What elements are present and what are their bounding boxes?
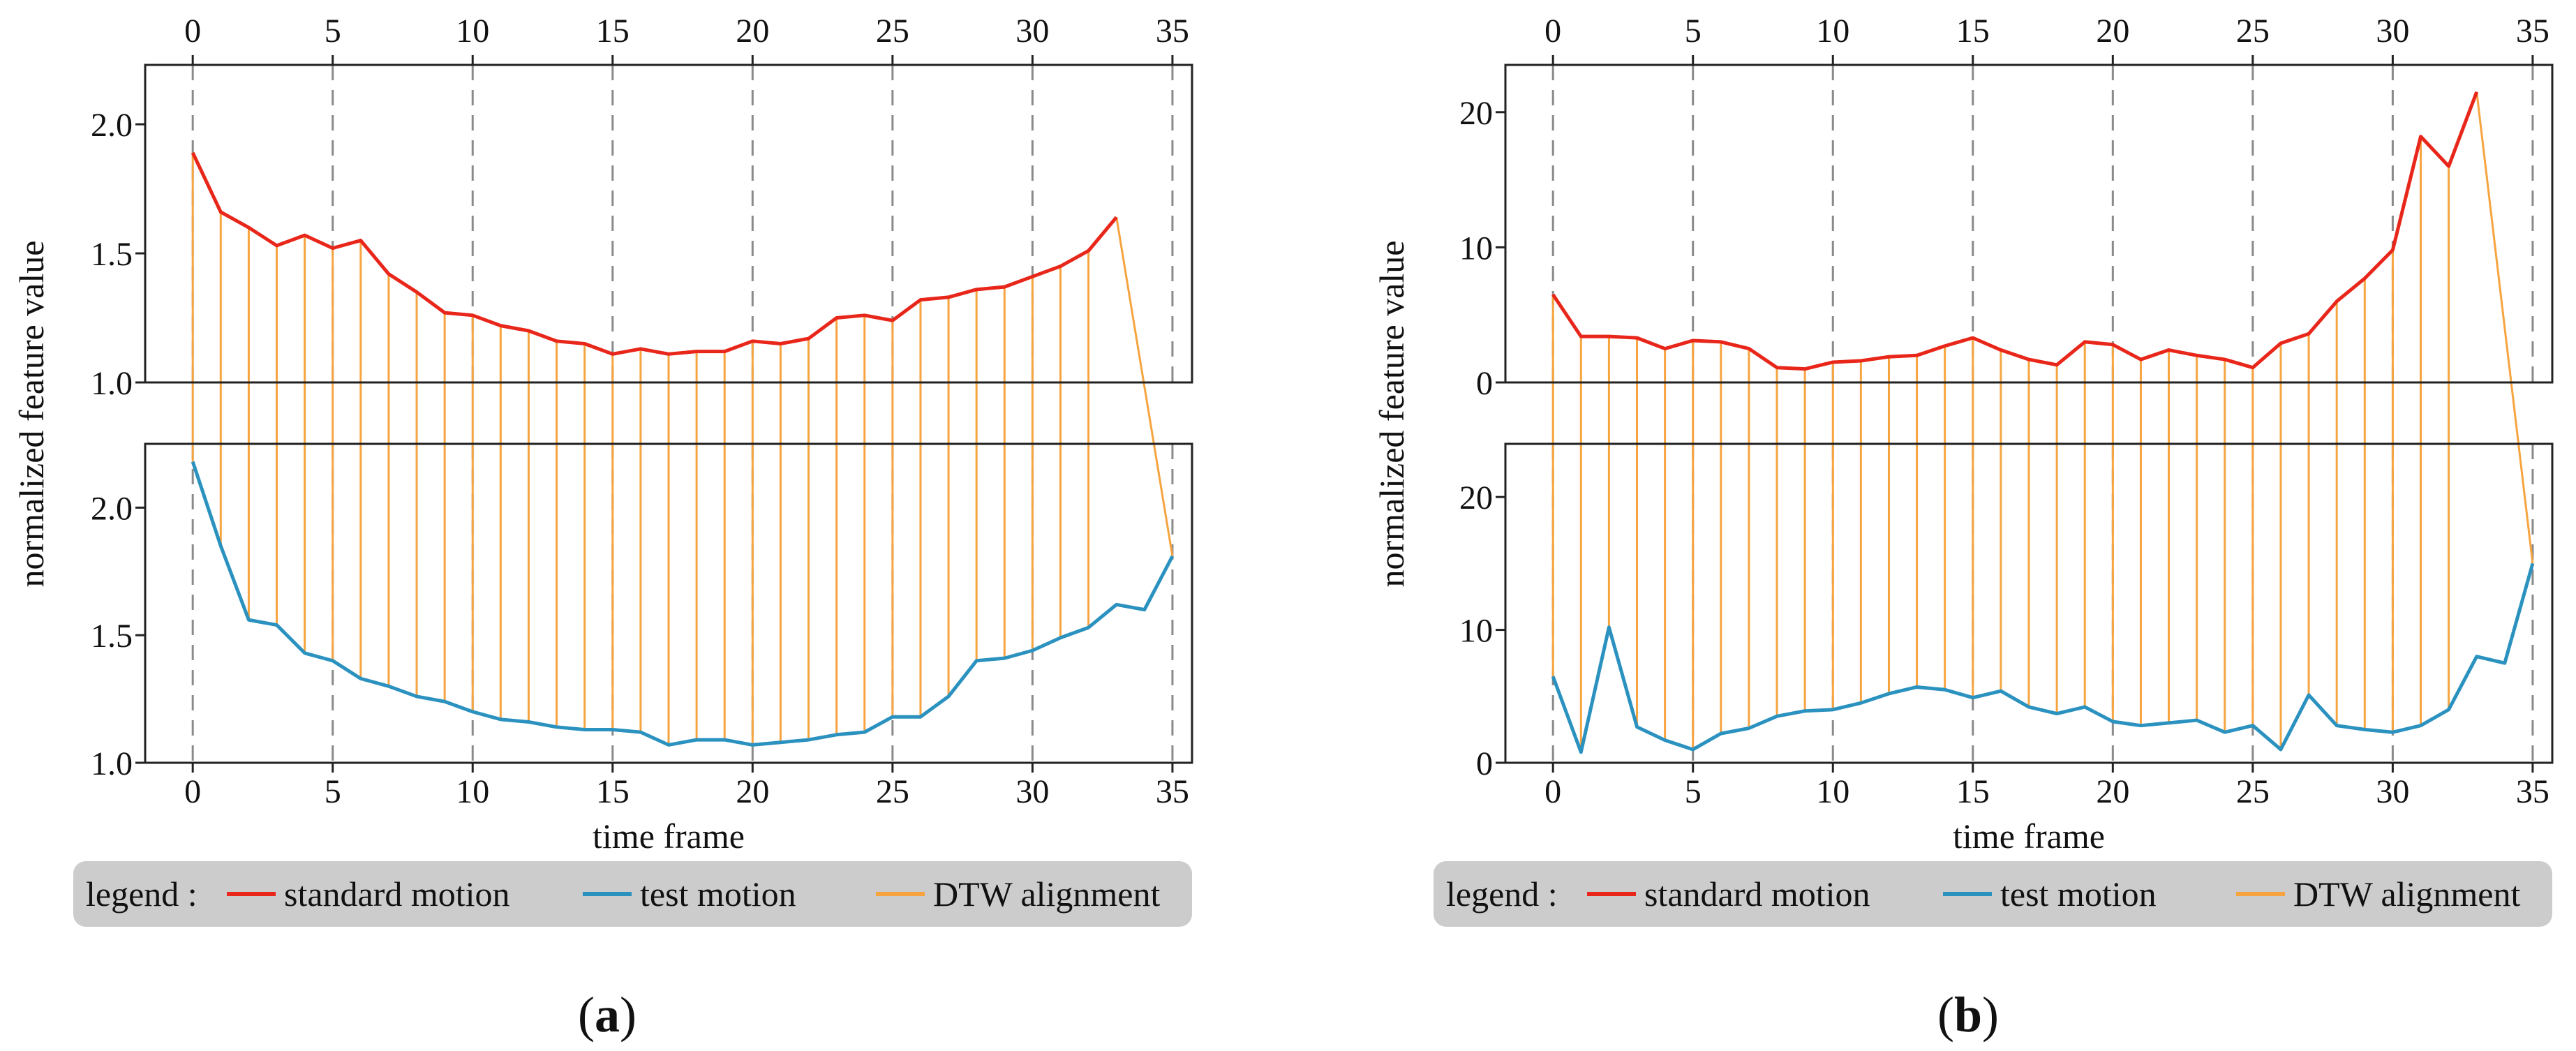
bottom-x-tick-label: 5 <box>1685 773 1702 810</box>
bottom-y-tick-label: 2.0 <box>91 490 133 527</box>
bottom-axes-frame <box>1504 442 2554 764</box>
bottom-x-tick-label: 0 <box>1544 773 1561 810</box>
panel-caption: (a) <box>578 987 636 1043</box>
top-x-tick-label: 20 <box>736 13 769 50</box>
bottom-x-tick-label: 35 <box>1156 773 1189 810</box>
top-x-tick-label: 30 <box>1015 13 1049 50</box>
top-x-tick-label: 0 <box>184 13 201 50</box>
top-x-tick-label: 10 <box>1816 13 1849 50</box>
legend-label-standard-motion: standard motion <box>1644 874 1870 914</box>
top-y-tick-label: 0 <box>1476 365 1493 402</box>
bottom-x-tick-label: 15 <box>1956 773 1990 810</box>
bottom-x-tick-label: 0 <box>184 773 201 810</box>
top-axes-frame <box>144 64 1193 384</box>
top-x-tick-label: 0 <box>1544 13 1561 50</box>
caption-paren-open: ( <box>1937 987 1954 1043</box>
top-y-tick-label: 20 <box>1459 95 1493 132</box>
bottom-x-tick-label: 25 <box>876 773 909 810</box>
bottom-x-tick-label: 30 <box>2376 773 2409 810</box>
dtw-alignment-line <box>1115 217 1174 557</box>
test-motion-line <box>191 461 1175 747</box>
top-x-tick-label: 5 <box>1685 13 1702 50</box>
bottom-y-tick-label: 1.5 <box>91 618 133 655</box>
top-axes-frame <box>1504 64 2554 384</box>
top-x-tick-label: 10 <box>456 13 489 50</box>
bottom-x-tick-label: 5 <box>325 773 341 810</box>
caption-paren-close: ) <box>1982 987 1999 1043</box>
bottom-x-tick-label: 35 <box>2516 773 2549 810</box>
bottom-x-tick-label: 10 <box>1816 773 1849 810</box>
caption-letter: a <box>595 987 620 1043</box>
x-axis-label: time frame <box>1953 817 2105 856</box>
legend-label-dtw-alignment: DTW alignment <box>933 874 1160 914</box>
legend: legend : standard motion test motion DTW al… <box>1434 861 2552 927</box>
chart-panel-a: 0 5 10 15 20 25 30 35 0 5 10 15 20 25 30 35 1.0 1.5 2.0 1.0… <box>12 13 1193 1043</box>
legend-label-dtw-alignment: DTW alignment <box>2293 874 2520 914</box>
standard-motion-line <box>1551 91 2479 371</box>
bottom-x-tick-label: 20 <box>2096 773 2129 810</box>
top-x-tick-label: 35 <box>2516 13 2549 50</box>
bottom-y-tick-label: 10 <box>1459 613 1493 650</box>
top-x-tick-label: 25 <box>2236 13 2270 50</box>
legend-label-test-motion: test motion <box>2000 874 2157 914</box>
top-x-tick-label: 15 <box>1956 13 1990 50</box>
legend-label-test-motion: test motion <box>640 874 796 914</box>
bottom-axes-frame <box>144 442 1193 764</box>
caption-letter: b <box>1954 987 1982 1043</box>
legend-prefix: legend : <box>86 874 198 914</box>
caption-paren-close: ) <box>620 987 636 1043</box>
test-motion-line <box>1551 562 2535 754</box>
top-x-tick-label: 5 <box>325 13 341 50</box>
bottom-y-tick-label: 1.0 <box>91 745 133 782</box>
bottom-x-tick-label: 30 <box>1015 773 1049 810</box>
dtw-alignment-line <box>2476 91 2534 564</box>
top-x-tick-label: 25 <box>876 13 909 50</box>
top-y-tick-label: 10 <box>1459 230 1493 267</box>
top-x-tick-label: 35 <box>1156 13 1189 50</box>
legend-box <box>1434 861 2552 927</box>
caption-paren-open: ( <box>578 987 595 1043</box>
y-axis-label: normalized feature value <box>12 241 51 588</box>
legend: legend : standard motion test motion DTW al… <box>73 861 1192 927</box>
x-axis-label: time frame <box>593 817 745 856</box>
top-y-tick-label: 2.0 <box>91 107 133 144</box>
top-x-tick-label: 30 <box>2376 13 2409 50</box>
panel-caption: (b) <box>1937 987 1999 1043</box>
bottom-x-tick-label: 20 <box>736 773 769 810</box>
bottom-y-tick-label: 20 <box>1459 479 1493 516</box>
y-axis-label: normalized feature value <box>1372 241 1411 588</box>
bottom-x-tick-label: 10 <box>456 773 489 810</box>
standard-motion-line <box>191 151 1118 356</box>
chart-panel-b: 0 5 10 15 20 25 30 35 0 5 10 15 20 25 30 35 0 10 20 0 10 20 ti… <box>1372 13 2554 1043</box>
bottom-x-tick-label: 15 <box>596 773 630 810</box>
legend-box <box>73 861 1192 927</box>
legend-label-standard-motion: standard motion <box>284 874 510 914</box>
top-x-tick-label: 20 <box>2096 13 2129 50</box>
top-y-tick-label: 1.0 <box>91 365 133 402</box>
top-x-tick-label: 15 <box>596 13 630 50</box>
bottom-y-tick-label: 0 <box>1476 745 1493 782</box>
bottom-x-tick-label: 25 <box>2236 773 2270 810</box>
top-y-tick-label: 1.5 <box>91 236 133 273</box>
legend-prefix: legend : <box>1446 874 1558 914</box>
